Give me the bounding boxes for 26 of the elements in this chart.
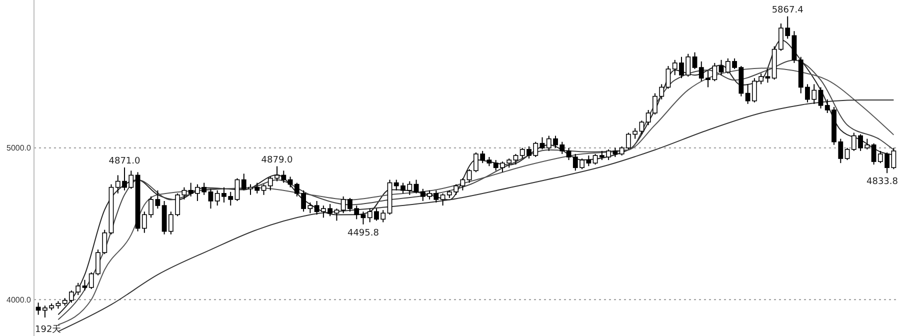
annotation: 5867.4 xyxy=(772,5,804,16)
candlestick xyxy=(261,184,266,196)
candlestick xyxy=(414,179,419,194)
candlestick xyxy=(818,86,824,109)
annotation: 4879.0 xyxy=(261,155,294,166)
candlestick xyxy=(566,147,572,161)
candlestick xyxy=(639,120,644,135)
y-tick-label: 4000.0 xyxy=(6,295,32,304)
candlestick xyxy=(440,192,446,206)
annotation: 4833.8 xyxy=(866,177,898,188)
candlestick xyxy=(360,211,366,225)
candlestick xyxy=(718,59,724,76)
candlestick xyxy=(82,279,88,291)
candlestick xyxy=(844,147,850,161)
candlestick xyxy=(666,65,671,90)
candlestick xyxy=(540,136,545,150)
candlestick xyxy=(486,156,492,167)
annotation: 4871.0 xyxy=(108,156,141,166)
annotation: 4495.8 xyxy=(347,228,380,238)
candlestick xyxy=(513,153,518,166)
y-tick-label: 5000.0 xyxy=(6,144,32,153)
candlestick xyxy=(234,178,240,202)
candlestick xyxy=(208,188,214,210)
candlestick xyxy=(871,142,876,166)
annotation: 192天 xyxy=(35,324,62,335)
candlestick xyxy=(692,52,698,70)
